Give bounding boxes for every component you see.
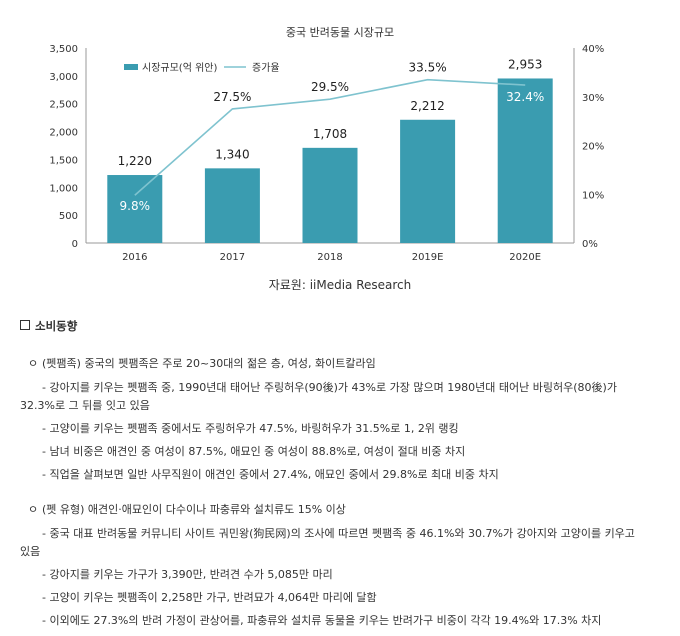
left-tick-label: 0 xyxy=(72,239,78,250)
section-title: 소비동향 xyxy=(20,318,660,334)
growth-rate-line xyxy=(134,78,526,196)
list-item: - 고양이 키우는 펫팸족이 2,258만 가구, 반려묘가 4,064만 마리… xyxy=(42,591,377,604)
list-item: - 강아지를 키우는 가구가 3,390만, 반려견 수가 5,085만 마리 xyxy=(42,568,333,581)
right-tick-label: 20% xyxy=(582,142,604,153)
left-tick-label: 500 xyxy=(59,211,78,222)
left-tick-label: 2,000 xyxy=(49,128,78,139)
right-tick-label: 40% xyxy=(582,44,604,55)
bar-2018 xyxy=(302,147,358,243)
left-tick-label: 2,500 xyxy=(49,100,78,111)
list-item: - 강아지를 키우는 펫팸족 중, 1990년대 태어난 주링허우(90後)가 … xyxy=(42,381,617,394)
x-tick-label: 2020E xyxy=(509,252,541,263)
group-heading: ㅇ (펫 유형) 애견인·애묘인이 다수이나 파충류와 설치류도 15% 이상 xyxy=(28,502,660,518)
legend-bar-label: 시장규모(억 위안) xyxy=(142,61,217,74)
right-tick-label: 10% xyxy=(582,190,604,201)
bar-2020E xyxy=(497,78,553,244)
square-bullet-icon xyxy=(20,320,30,330)
list-item: - 고양이를 키우는 펫팸족 중에서도 주링허우가 47.5%, 바링허우가 3… xyxy=(42,422,459,435)
left-tick-label: 3,000 xyxy=(49,72,78,83)
list-item: - 이외에도 27.3%의 반려 가정이 관상어를, 파충류와 설치류 동물을 … xyxy=(42,614,602,627)
chart-source: 자료원: iiMedia Research xyxy=(268,278,412,292)
document-body: 소비동향 ㅇ (펫팸족) 중국의 펫팸족은 주로 20~30대의 젊은 층, 여성… xyxy=(20,318,660,636)
bar-value-label: 1,708 xyxy=(313,127,347,141)
group-heading-text: (펫팸족) 중국의 펫팸족은 주로 20~30대의 젊은 층, 여성, 화이트칼… xyxy=(42,357,376,370)
chart-title: 중국 반려동물 시장규모 xyxy=(286,26,394,39)
list-item-continuation: 32.3%로 그 뒤를 잇고 있음 xyxy=(20,399,150,412)
right-tick-label: 0% xyxy=(582,239,598,250)
x-tick-label: 2016 xyxy=(122,252,147,263)
list-item-continuation: 있음 xyxy=(20,545,41,558)
right-tick-label: 30% xyxy=(582,93,604,104)
left-tick-label: 1,500 xyxy=(49,155,78,166)
bar-value-label: 2,212 xyxy=(410,99,444,113)
x-tick-label: 2017 xyxy=(220,252,245,263)
section-title-text: 소비동향 xyxy=(35,319,78,333)
left-tick-label: 1,000 xyxy=(49,183,78,194)
list-item: - 남녀 비중은 애견인 중 여성이 87.5%, 애묘인 중 여성이 88.8… xyxy=(42,445,466,458)
bar-2017 xyxy=(204,168,260,243)
line-value-label: 29.5% xyxy=(311,80,349,94)
legend-line-label: 증가율 xyxy=(252,62,280,74)
bar-2019E xyxy=(400,119,456,243)
group-heading: ㅇ (펫팸족) 중국의 펫팸족은 주로 20~30대의 젊은 층, 여성, 화이트… xyxy=(28,356,660,372)
line-value-label: 33.5% xyxy=(409,61,447,75)
bar-value-label: 2,953 xyxy=(508,57,542,71)
circle-bullet-icon: ㅇ xyxy=(28,357,39,370)
line-value-label: 27.5% xyxy=(213,90,251,104)
bar-value-label: 1,340 xyxy=(215,147,249,161)
line-value-label: 32.4% xyxy=(506,90,544,104)
list-item: - 직업을 살펴보면 일반 사무직원이 애견인 중에서 27.4%, 애묘인 중… xyxy=(42,468,499,481)
left-tick-label: 3,500 xyxy=(49,44,78,55)
bar-2016 xyxy=(107,175,163,243)
list-item: - 중국 대표 반려동물 커뮤니티 사이트 궈민왕(狗民网)의 조사에 따르면 … xyxy=(42,527,635,540)
group-heading-text: (펫 유형) 애견인·애묘인이 다수이나 파충류와 설치류도 15% 이상 xyxy=(42,503,346,516)
bar-value-label: 1,220 xyxy=(118,154,152,168)
line-value-label: 9.8% xyxy=(120,199,151,213)
x-tick-label: 2019E xyxy=(412,252,444,263)
circle-bullet-icon: ㅇ xyxy=(28,503,39,516)
x-tick-label: 2018 xyxy=(317,252,342,263)
market-size-chart: 중국 반려동물 시장규모 0 500 1,000 1,500 2,000 2,500 3,00… xyxy=(49,26,604,263)
legend-bar-swatch xyxy=(124,64,138,70)
